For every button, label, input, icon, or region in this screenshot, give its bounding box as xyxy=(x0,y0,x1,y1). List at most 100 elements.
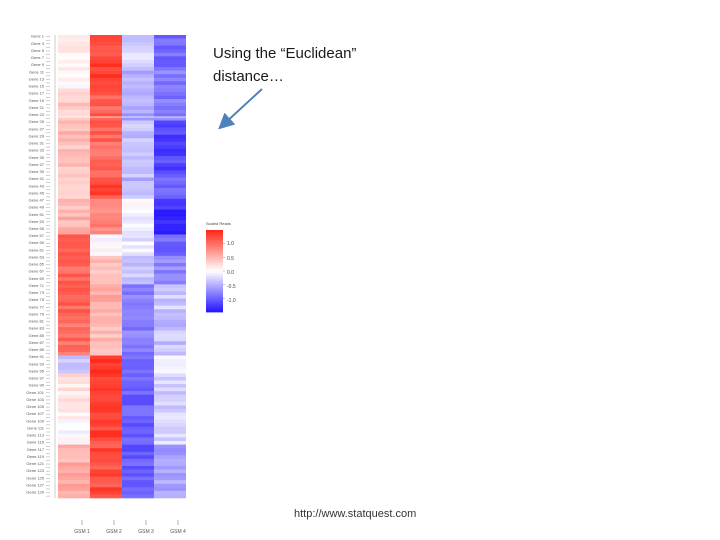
heatmap-cell xyxy=(154,127,186,132)
heatmap-cell xyxy=(90,148,122,153)
heatmap-cell xyxy=(122,277,154,282)
heatmap-cell xyxy=(58,455,90,460)
heatmap-cell xyxy=(90,351,122,356)
heatmap-cell xyxy=(122,70,154,75)
heatmap-cell xyxy=(154,366,186,371)
heatmap-cell xyxy=(58,280,90,285)
heatmap-cell xyxy=(154,99,186,103)
heatmap-cell xyxy=(154,448,186,452)
heatmap-cell xyxy=(58,266,90,271)
heatmap-cell xyxy=(154,134,186,139)
heatmap-cell xyxy=(154,177,186,182)
heatmap-cell xyxy=(154,148,186,153)
column-labels: GSM 1 GSM 2 GSM 3 GSM 4 xyxy=(74,520,186,535)
heatmap-cell xyxy=(58,416,90,420)
heatmap-cell xyxy=(58,38,90,43)
heatmap-cell xyxy=(154,205,186,210)
heatmap-cell xyxy=(154,56,186,61)
heatmap-cell xyxy=(154,273,186,278)
heatmap-cell xyxy=(90,52,122,57)
legend-swatch xyxy=(206,262,223,266)
heatmap-cell xyxy=(58,166,90,171)
heatmap-cell xyxy=(122,234,154,239)
heatmap-cell xyxy=(122,59,154,64)
row-label: Gene 89 xyxy=(29,347,45,352)
heatmap-cell xyxy=(122,109,154,114)
heatmap-cell xyxy=(58,234,90,239)
heatmap-cell xyxy=(154,95,186,100)
heatmap-cell xyxy=(58,344,90,349)
heatmap-cell xyxy=(58,209,90,214)
heatmap-cell xyxy=(90,255,122,260)
legend-swatch xyxy=(206,256,223,260)
heatmap-cell xyxy=(122,248,154,253)
heatmap-cell xyxy=(58,202,90,207)
heatmap-cell xyxy=(154,337,186,342)
row-label: Gene 93 xyxy=(29,361,45,366)
row-label: Gene 19 xyxy=(29,98,45,103)
heatmap-cell xyxy=(90,116,122,121)
heatmap-cell xyxy=(58,398,90,403)
heatmap-cell xyxy=(90,124,122,128)
heatmap-cell xyxy=(122,451,154,456)
heatmap-cell xyxy=(122,273,154,278)
heatmap-cell xyxy=(122,56,154,61)
heatmap-cell xyxy=(90,181,122,185)
heatmap-cell xyxy=(154,234,186,239)
legend-swatch xyxy=(206,238,223,241)
heatmap-cell xyxy=(58,45,90,50)
heatmap-cell xyxy=(90,259,122,264)
heatmap-cell xyxy=(90,416,122,420)
heatmap-cell xyxy=(90,173,122,178)
heatmap-cell xyxy=(90,56,122,61)
heatmap-cell xyxy=(90,209,122,214)
heatmap-cell xyxy=(154,35,186,39)
heatmap-cell xyxy=(90,141,122,146)
heatmap-cell xyxy=(90,109,122,114)
heatmap-cell xyxy=(58,56,90,61)
heatmap-cell xyxy=(90,220,122,225)
heatmap-cell xyxy=(122,184,154,189)
row-label: Gene 105 xyxy=(26,404,44,409)
heatmap-cell xyxy=(122,327,154,331)
heatmap-cell xyxy=(154,469,186,474)
heatmap-cell xyxy=(90,287,122,292)
heatmap-cell xyxy=(58,394,90,399)
heatmap-cell xyxy=(154,270,186,274)
heatmap-cell xyxy=(122,398,154,403)
heatmap-cell xyxy=(90,348,122,353)
heatmap-cell xyxy=(122,433,154,438)
heatmap-cell xyxy=(122,35,154,39)
heatmap-cell xyxy=(122,323,154,328)
legend-swatch xyxy=(206,234,223,237)
heatmap-cell xyxy=(90,227,122,232)
heatmap-cell xyxy=(154,145,186,150)
heatmap-cell xyxy=(154,173,186,178)
heatmap-cell xyxy=(90,205,122,210)
caption-line-2: distance… xyxy=(213,68,284,85)
heatmap-cell xyxy=(90,494,122,499)
heatmap-cell xyxy=(122,302,154,306)
heatmap-cell xyxy=(122,191,154,196)
heatmap-cell xyxy=(122,316,154,321)
heatmap-cell xyxy=(122,188,154,193)
heatmap-cell xyxy=(58,337,90,342)
heatmap-cell xyxy=(154,359,186,363)
heatmap-cell xyxy=(58,316,90,321)
heatmap-cell xyxy=(122,369,154,374)
heatmap-cell xyxy=(154,376,186,381)
heatmap-cell xyxy=(58,95,90,100)
row-label: Gene 29 xyxy=(29,133,45,138)
heatmap-cell xyxy=(122,88,154,93)
heatmap-cell xyxy=(90,319,122,324)
caption: Using the “Euclidean” distance… xyxy=(213,42,356,88)
heatmap-cell xyxy=(90,305,122,310)
heatmap-cell xyxy=(90,401,122,406)
legend-swatch xyxy=(206,293,223,296)
heatmap-cell xyxy=(122,181,154,185)
heatmap-cell xyxy=(154,202,186,207)
heatmap-cell xyxy=(90,45,122,50)
heatmap-cell xyxy=(90,35,122,39)
heatmap-cell xyxy=(58,334,90,339)
heatmap-cell xyxy=(58,284,90,289)
